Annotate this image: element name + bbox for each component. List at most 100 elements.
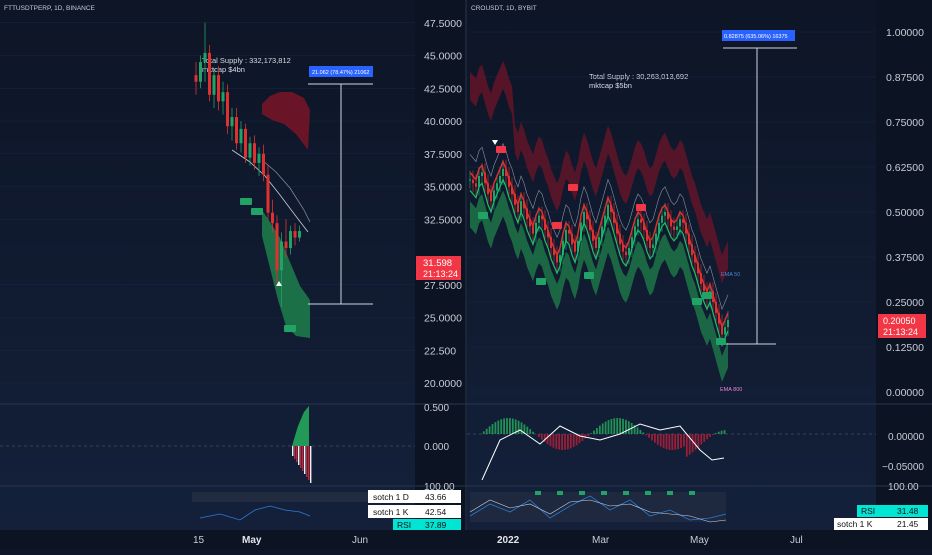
right-osc-bar [680,434,682,448]
right-osc-bar [547,434,549,444]
left-candle-body [289,231,292,248]
left-osc-tick-zero: 0.000 [424,442,449,453]
right-rsi-ob-marker [579,491,585,495]
right-candle-body [637,219,639,226]
right-osc-bar [683,434,685,447]
right-osc-bar [637,427,639,434]
right-osc-bar [657,434,659,445]
right-osc-tick-zero: 0.00000 [888,432,925,443]
left-osc-bar [308,446,309,480]
right-rsi-value: 31.48 [897,506,919,516]
right-osc-bar [506,418,508,434]
right-last-price: 0.20050 [883,316,916,326]
left-candle-body [240,129,243,143]
left-osc-bar [302,446,303,471]
right-candle-body [538,216,540,223]
right-osc-bar [590,433,592,434]
right-osc-bar [503,418,505,434]
right-osc-tick-low: −0.05000 [882,462,924,473]
left-candle-body [267,175,270,213]
right-osc-bar [642,433,644,434]
right-candle-body [502,169,504,176]
right-osc-bar [576,434,578,445]
right-candle-body [607,205,609,216]
right-rsi-ob-marker [667,491,673,495]
right-osc-bar [599,426,601,434]
left-candle-body [222,92,225,101]
left-measure-label: 21.062 (78.47%) 21062 [312,70,370,76]
right-rsi-ob-marker [557,491,563,495]
left-signal-badge [251,208,263,215]
left-candle-body [195,75,198,82]
right-osc-bar [706,434,708,439]
right-osc-bar [718,432,720,434]
right-signal-badge [716,338,726,345]
left-candle-body [208,53,211,95]
left-candle-body [253,143,256,163]
right-osc-bar [486,429,488,434]
right-osc-bar [666,434,668,449]
left-candle-body [249,143,252,157]
left-candle-body [285,242,288,249]
right-rsi-name: RSI [861,506,875,516]
right-osc-bar [584,434,586,438]
left-signal-badge [284,325,296,332]
right-osc-bar [605,422,607,434]
left-osc-bar [294,446,295,459]
right-price-tick: 0.37500 [886,252,924,264]
right-candle-body [640,219,642,223]
right-price-tick: 0.25000 [886,297,924,309]
right-osc-bar [596,428,598,434]
right-osc-bar [529,429,531,434]
right-osc-bar [526,427,528,434]
right-price-tick: 0.75000 [886,117,924,129]
right-osc-bar [712,434,714,435]
left-price-tick: 22.500 [424,345,456,357]
right-osc-bar [550,434,552,446]
right-candle-body [469,180,471,181]
left-candle-body [204,53,207,62]
right-osc-bar [686,434,688,457]
right-osc-bar [593,431,595,434]
left-price-tick: 42.5000 [424,83,462,95]
right-osc-bar [692,434,694,452]
right-osc-bar [541,434,543,440]
right-price-tick: 0.00000 [886,387,924,399]
right-osc-bar [518,421,520,434]
right-rsi-ob-marker [601,491,607,495]
right-osc-bar [495,422,497,434]
right-rsi-ob-marker [535,491,541,495]
right-candle-body [727,320,729,327]
right-stoch-k-name: sotch 1 K [837,519,873,529]
right-candle-body [499,176,501,183]
right-osc-bar [645,434,647,435]
left-price-tick: 47.5000 [424,18,462,30]
right-total-supply: Total Supply : 30,263,013,692 [589,72,688,81]
left-candle-body [262,154,265,175]
left-stoch-d-name: sotch 1 D [373,492,409,502]
right-osc-bar [587,434,589,436]
right-osc-bar [555,434,557,449]
right-osc-bar [558,434,560,450]
right-osc-bar [553,434,555,448]
right-osc-bar [669,434,671,450]
left-candle-body [226,92,229,126]
right-osc-bar [521,422,523,434]
right-candle-body [676,226,678,230]
right-osc-bar [715,433,717,434]
left-candle-body [294,231,297,238]
left-stoch-d-value: 43.66 [425,492,447,502]
left-candle-body [235,117,238,143]
left-price-tick: 27.5000 [424,280,462,292]
right-osc-bar [619,418,621,434]
right-price-tick: 0.62500 [886,162,924,174]
right-osc-bar [561,434,563,450]
left-price-tick: 32.5000 [424,214,462,226]
right-signal-badge [584,272,594,279]
right-candle-body [520,201,522,212]
left-total-supply: Total Supply : 332,173,812 [202,56,291,65]
left-candle-body [213,75,216,95]
left-osc-bar [298,446,299,465]
right-osc-bar [695,434,697,450]
right-candle-body [481,172,483,176]
